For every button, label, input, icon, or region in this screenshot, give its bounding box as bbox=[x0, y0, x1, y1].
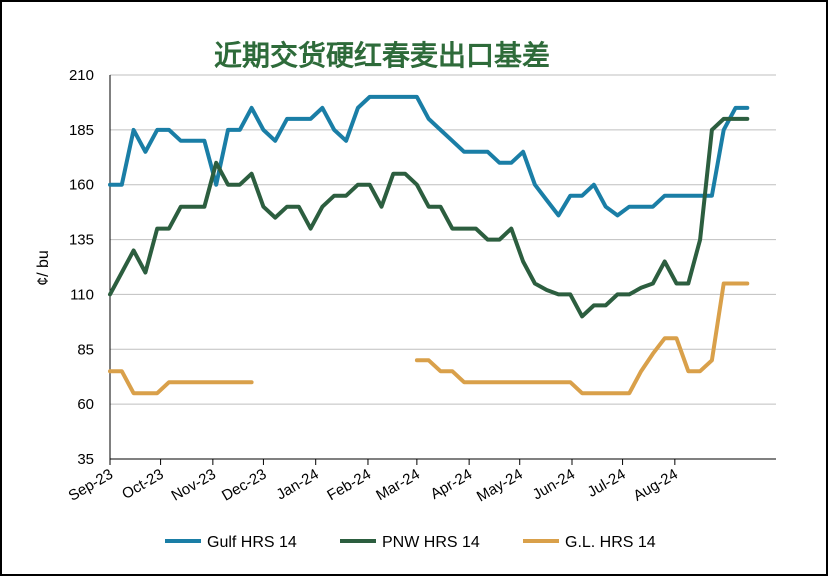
series-line bbox=[108, 94, 750, 218]
x-tick-label: Dec-23 bbox=[219, 466, 269, 505]
legend: Gulf HRS 14 PNW HRS 14 G.L. HRS 14 bbox=[165, 534, 656, 551]
x-tick-label: Jun-24 bbox=[530, 466, 578, 504]
series-gulf-hrs-14 bbox=[108, 94, 750, 218]
y-axis-label: ¢/ bu bbox=[35, 250, 52, 286]
series-pnw-hrs-14 bbox=[108, 116, 750, 319]
gridlines bbox=[110, 74, 776, 460]
y-tick-label: 160 bbox=[69, 177, 94, 194]
series-lines bbox=[108, 94, 750, 396]
x-tick-labels: Sep-23 Oct-23 Nov-23 Dec-23 Jan-24 Feb-24 Mar-… bbox=[66, 466, 681, 506]
series-g-l-hrs-14 bbox=[108, 281, 750, 396]
legend-label: Gulf HRS 14 bbox=[207, 534, 297, 551]
y-tick-label: 135 bbox=[69, 232, 94, 249]
series-line bbox=[108, 116, 750, 319]
y-tick-label: 210 bbox=[69, 67, 94, 84]
chart-title: 近期交货硬红春麦出口基差 bbox=[214, 39, 550, 72]
y-tick-labels: 35 60 85 110 135 160 185 210 bbox=[69, 67, 94, 468]
x-tick-label: Feb-24 bbox=[324, 466, 374, 504]
x-tick-label: Mar-24 bbox=[373, 466, 423, 504]
y-tick-label: 185 bbox=[69, 122, 94, 139]
axes bbox=[109, 75, 776, 465]
y-tick-label: 85 bbox=[77, 341, 94, 358]
series-line bbox=[414, 281, 750, 396]
y-tick-label: 110 bbox=[70, 286, 94, 303]
x-tick-label: May-24 bbox=[474, 466, 526, 506]
legend-label: G.L. HRS 14 bbox=[565, 534, 656, 551]
legend-label: PNW HRS 14 bbox=[382, 534, 480, 551]
x-tick-label: Apr-24 bbox=[428, 466, 475, 503]
x-tick-label: Sep-23 bbox=[66, 466, 116, 505]
x-tick-label: Oct-23 bbox=[119, 466, 166, 503]
x-tick-label: Aug-24 bbox=[630, 466, 680, 505]
y-tick-label: 60 bbox=[77, 396, 94, 413]
series-line bbox=[108, 369, 254, 396]
x-tick-label: Jul-24 bbox=[585, 466, 629, 501]
x-tick-label: Jan-24 bbox=[273, 466, 321, 504]
x-tick-label: Nov-23 bbox=[168, 466, 218, 505]
y-tick-label: 35 bbox=[77, 451, 94, 468]
